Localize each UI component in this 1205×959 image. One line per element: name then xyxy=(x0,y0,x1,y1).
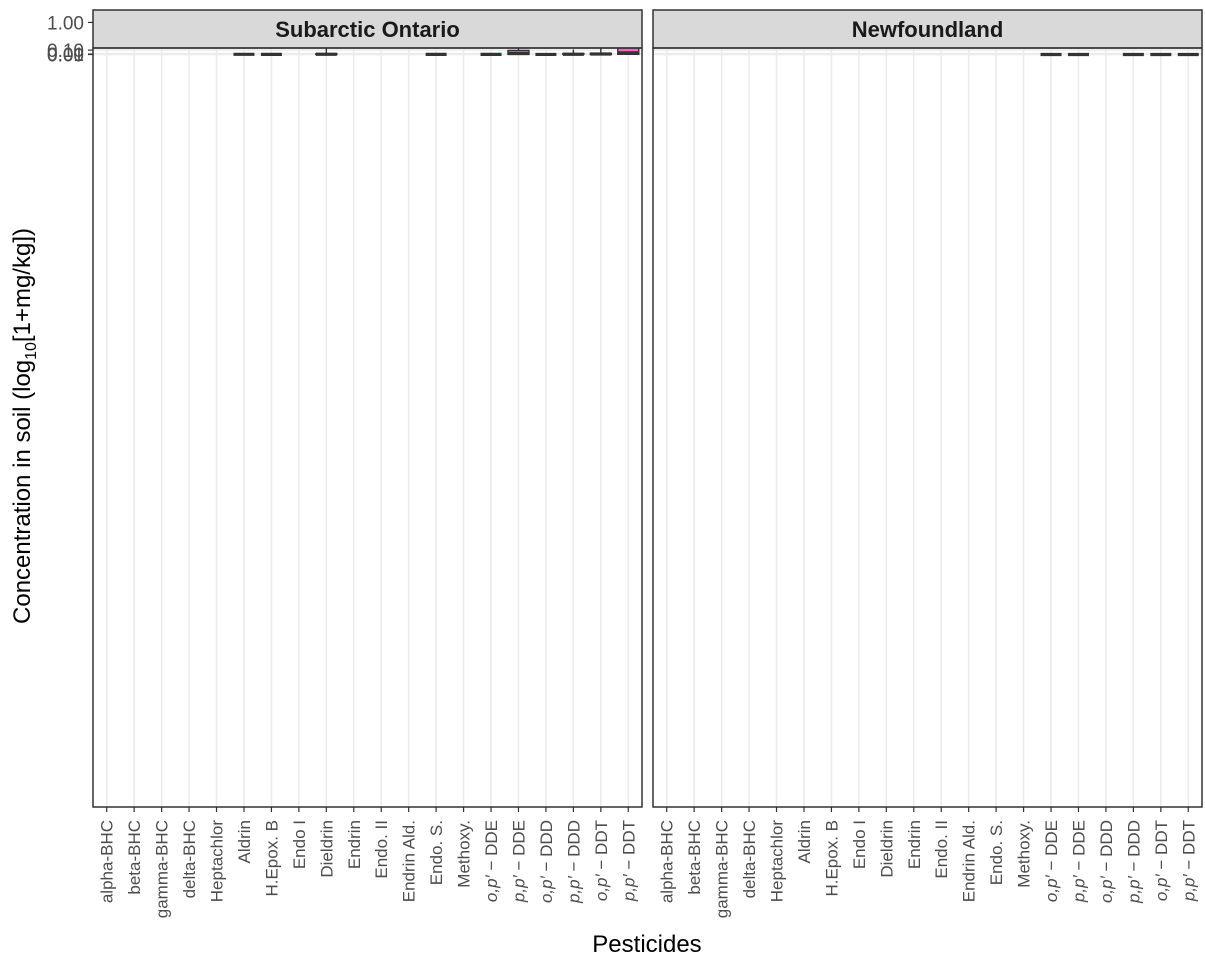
y-tick-label: 0.00 xyxy=(47,46,84,67)
grid-lines xyxy=(93,21,1202,807)
box-dieldrin xyxy=(315,47,338,56)
facet-strip xyxy=(92,9,643,49)
panel-border xyxy=(652,47,1203,808)
facet-title: Subarctic Ontario xyxy=(275,17,460,42)
x-tick-label: Endo. II xyxy=(932,820,951,879)
box-o-p-dde xyxy=(480,52,502,56)
x-tick-label: Endo I xyxy=(850,820,869,869)
x-axis-ticks: alpha-BHC beta-BHC gamma-BHC delta-BHC Hepta… xyxy=(98,807,1198,918)
box-o-p-ddd xyxy=(535,52,557,57)
x-tick-label: delta-BHC xyxy=(740,820,759,898)
panel-background xyxy=(93,48,642,807)
x-tick-label: Endrin Ald. xyxy=(960,820,979,902)
x-tick-label: beta-BHC xyxy=(685,820,704,895)
x-tick-label: o,p′ − DDE xyxy=(1042,820,1061,902)
facet-title: Newfoundland xyxy=(852,17,1004,42)
x-tick-label: gamma-BHC xyxy=(153,820,172,918)
panel-frames: Subarctic Ontario Newfoundland xyxy=(92,9,1203,808)
x-tick-label: Heptachlor xyxy=(768,820,787,903)
x-tick-label: o,p′ − DDT xyxy=(592,820,611,901)
x-tick-label: p,p′ − DDD xyxy=(1124,820,1143,904)
x-axis-title: Pesticides xyxy=(592,931,701,958)
x-tick-label: p,p′ − DDT xyxy=(619,820,638,902)
x-tick-label: alpha-BHC xyxy=(658,820,677,903)
panel-border xyxy=(92,47,643,808)
x-tick-label: gamma-BHC xyxy=(713,820,732,918)
x-tick-label: Methoxy. xyxy=(1015,820,1034,888)
x-tick-label: Endo I xyxy=(290,820,309,869)
x-tick-label: Endo. S. xyxy=(427,820,446,885)
x-tick-label: Dieldrin xyxy=(877,820,896,878)
x-tick-label: alpha-BHC xyxy=(98,820,117,903)
x-tick-label: p,p′ − DDT xyxy=(1179,820,1198,902)
x-tick-label: Endrin xyxy=(905,820,924,869)
box-o-p-ddt xyxy=(589,44,613,56)
x-tick-label: beta-BHC xyxy=(125,820,144,895)
y-axis-title-main: Concentration in soil (log xyxy=(9,360,36,624)
x-tick-label: o,p′ − DDT xyxy=(1152,820,1171,901)
x-tick-label: Heptachlor xyxy=(208,820,227,903)
x-tick-label: Methoxy. xyxy=(455,820,474,888)
x-tick-label: o,p′ − DDE xyxy=(482,820,501,902)
x-tick-label: Endo. II xyxy=(372,820,391,879)
y-axis-ticks: 1.00 0.100.010.00 xyxy=(47,13,93,67)
box-marks xyxy=(233,28,1199,57)
x-tick-label: Endo. S. xyxy=(987,820,1006,885)
x-tick-label: Endrin xyxy=(345,820,364,869)
x-tick-label: delta-BHC xyxy=(180,820,199,898)
y-tick-label: 1.00 xyxy=(47,13,84,34)
x-tick-label: H.Epox. B xyxy=(822,820,841,897)
y-axis-title-rest: [1+mg/kg]) xyxy=(9,228,36,342)
facet-strip xyxy=(652,9,1203,49)
x-tick-label: H.Epox. B xyxy=(262,820,281,897)
y-tick-label: 0.10 xyxy=(47,41,84,62)
box-p-p-ddd xyxy=(562,49,585,56)
x-tick-label: Dieldrin xyxy=(317,820,336,878)
panel-background xyxy=(653,48,1202,807)
y-axis-title-subscript: 10 xyxy=(23,342,40,360)
x-tick-label: Endrin Ald. xyxy=(400,820,419,902)
x-tick-label: o,p′ − DDD xyxy=(1097,820,1116,903)
y-tick-label: 0.01 xyxy=(47,45,84,66)
x-tick-label: Aldrin xyxy=(795,820,814,863)
x-tick-label: p,p′ − DDE xyxy=(1069,820,1088,903)
x-tick-label: p,p′ − DDE xyxy=(509,820,528,903)
x-tick-label: Aldrin xyxy=(235,820,254,863)
x-tick-label: o,p′ − DDD xyxy=(537,820,556,903)
y-axis-title: Concentration in soil (log10[1+mg/kg]) xyxy=(9,228,40,624)
x-tick-label: p,p′ − DDD xyxy=(564,820,583,904)
